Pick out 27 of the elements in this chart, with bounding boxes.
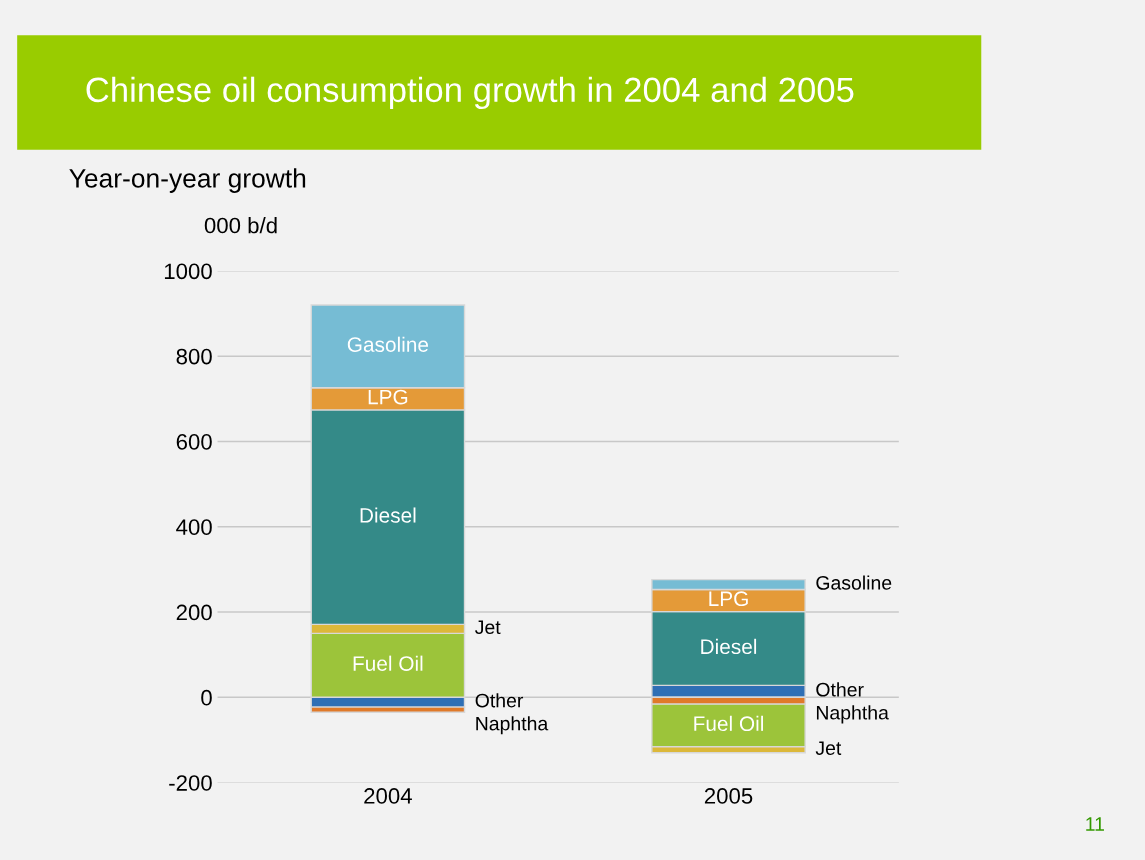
text: Naphtha [476, 716, 549, 735]
series-label: LPG [368, 389, 408, 405]
text: Diesel [360, 507, 416, 523]
y-tick-label: 200 [176, 604, 212, 621]
series-label: Jet [815, 741, 842, 755]
y-tick-label: 600 [176, 434, 212, 450]
series-label: Other [475, 693, 524, 708]
text: LPG [709, 591, 748, 607]
chart-subtitle: Year-on-year growth [69, 168, 306, 193]
y-axis-title: 000 b/d [204, 217, 277, 234]
series-label: Fuel Oil [694, 715, 763, 732]
series-label: Diesel [701, 638, 757, 655]
text: Gasoline [347, 336, 429, 352]
text: Fuel Oil [353, 655, 423, 671]
y-tick-label: 0 [201, 689, 212, 706]
chart-title: Chinese oil consumption growth in 2004 and 2005 [86, 76, 854, 110]
x-tick-label: 2005 [704, 788, 753, 804]
y-tick-label: 1000 [164, 263, 212, 280]
y-tick-label: 400 [176, 519, 212, 536]
series-label: Naphtha [816, 705, 889, 724]
y-tick-label: -200 [169, 775, 212, 791]
series-label: Gasoline [816, 575, 892, 590]
y-tick-label: 800 [176, 348, 212, 365]
x-tick-label: 2004 [364, 788, 412, 804]
text: Jet [475, 620, 501, 635]
text: 11 [1086, 817, 1104, 831]
text: Other [816, 682, 864, 697]
